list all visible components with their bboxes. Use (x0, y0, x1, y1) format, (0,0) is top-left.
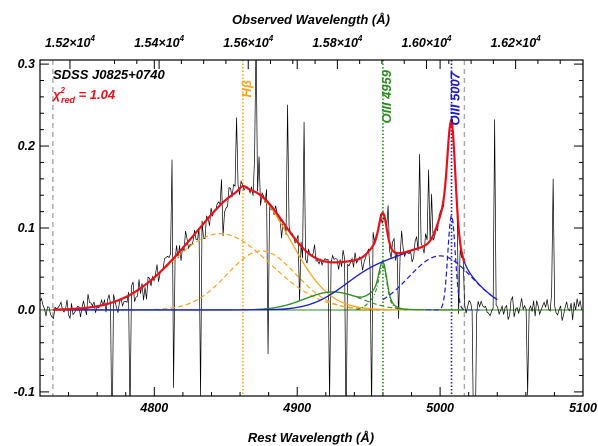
data-layer (40, 60, 582, 396)
hbeta-broad-component-1 (97, 233, 383, 311)
line-label: OIII 5007 (448, 71, 463, 125)
y-tick-label: 0.2 (18, 139, 35, 153)
chi-subscript: red (61, 95, 76, 105)
line-label: Hβ (239, 80, 254, 97)
y-tick-label: -0.1 (13, 385, 35, 399)
top-tick-label: 1.58×104 (312, 34, 363, 50)
chi-superscript: 2 (60, 86, 66, 95)
chi-value: = 1.04 (75, 87, 116, 102)
oiii5007-core-component (425, 214, 483, 311)
y-tick-label: 0.0 (18, 303, 35, 317)
reference-lines (40, 60, 583, 396)
line-label: OIII 4959 (379, 69, 394, 123)
observed-spectrum (40, 60, 582, 396)
y-tick-label: 0.1 (18, 221, 35, 235)
tick-layer: 4800 4900 5000 5100 0.3 0.2 0.1 0.0 -0.1 1.52×104… (13, 34, 596, 415)
bottom-axis-title: Rest Wavelength (Å) (248, 430, 374, 445)
x-tick-label: 5100 (569, 401, 597, 415)
top-tick-label: 1.60×104 (402, 34, 453, 50)
x-tick-label: 5000 (426, 401, 454, 415)
x-tick-label: 4900 (282, 401, 311, 415)
x-tick-label: 4800 (139, 401, 168, 415)
top-tick-label: 1.54×104 (134, 34, 185, 50)
hbeta-total (52, 185, 465, 311)
total-fit (52, 119, 466, 311)
top-tick-label: 1.52×104 (45, 34, 96, 50)
chi-symbol: χ (51, 87, 61, 102)
top-tick-label: 1.62×104 (491, 34, 542, 50)
top-tick-label: 1.56×104 (223, 34, 274, 50)
top-axis-title: Observed Wavelength (Å) (232, 12, 390, 27)
plot-frame (39, 59, 584, 397)
line-labels: Hβ OIII 4959 OIII 5007 (239, 69, 463, 125)
y-tick-label: 0.3 (18, 57, 35, 71)
chi-squared-label: χ2 red = 1.04 (51, 86, 116, 105)
object-name: SDSS J0825+0740 (53, 67, 165, 82)
